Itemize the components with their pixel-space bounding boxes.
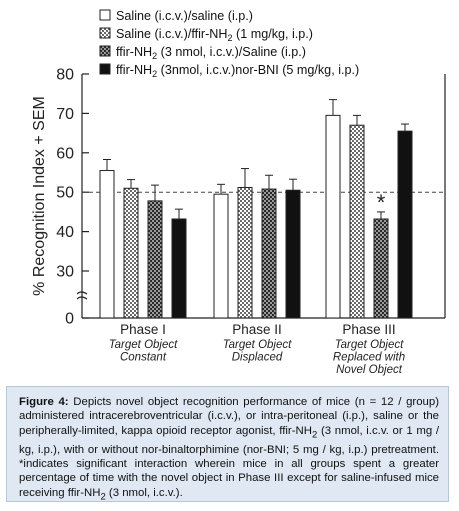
- bar: [147, 200, 163, 319]
- legend-label-part: Saline (i.c.v.)/ffir-NH: [116, 27, 228, 41]
- caption-text-1: Depicts novel object recognition perform…: [19, 396, 439, 437]
- y-tick-label: 50: [56, 185, 74, 202]
- bar: [237, 186, 253, 319]
- caption-text-2: (3 nmol, i.c.v. or 1 mg / kg, i.p.), wit…: [19, 424, 440, 499]
- y-tick-label: 40: [56, 224, 74, 241]
- legend-label-sub: 2: [152, 69, 157, 79]
- bar: [349, 124, 365, 319]
- y-tick-label: 60: [56, 145, 74, 162]
- legend-label-part: Saline (i.c.v.)/saline (i.p.): [116, 9, 253, 23]
- legend-label-part: (3nmol, i.c.v.)nor-BNI (5 mg/kg, i.p.): [157, 63, 359, 77]
- y-tick-label: 0: [65, 311, 74, 328]
- bar: [261, 188, 277, 319]
- legend-label: Saline (i.c.v.)/ffir-NH2 (1 mg/kg, i.p.): [116, 27, 313, 43]
- bar: [325, 114, 341, 319]
- caption-sub-1: 2: [311, 429, 318, 441]
- caption-text-3: (3 nmol, i.c.v.).: [105, 486, 183, 499]
- bar: [373, 218, 389, 319]
- caption-label: Figure 4:: [19, 396, 69, 408]
- caption-sub-2: 2: [100, 491, 106, 502]
- legend-label-part: ffir-NH: [116, 63, 152, 77]
- x-category-sublabel: Target Object: [109, 339, 178, 351]
- y-tick-label: 80: [56, 67, 74, 84]
- bar: [171, 218, 187, 319]
- legend-label-part: (3 nmol, i.c.v.)/Saline (i.p.): [157, 45, 306, 59]
- axes: 0 30 40 50 60 70 80 % Recognition Index + SEM Ph…: [31, 67, 446, 376]
- bar: [213, 193, 229, 319]
- legend: Saline (i.c.v.)/saline (i.p.) Saline (i.c…: [99, 9, 359, 79]
- bars-group: *: [99, 99, 413, 319]
- legend-label-part: (1 mg/kg, i.p.): [233, 27, 313, 41]
- legend-label: Saline (i.c.v.)/saline (i.p.): [116, 9, 253, 23]
- x-category-sublabel: Displaced: [232, 352, 283, 364]
- legend-label-sub: 2: [152, 51, 157, 61]
- x-category-label: Phase II: [232, 322, 282, 337]
- significance-asterisk: *: [377, 190, 386, 215]
- axis-break-mark: [76, 291, 88, 295]
- bar: [397, 130, 413, 319]
- legend-label: ffir-NH2 (3 nmol, i.c.v.)/Saline (i.p.): [116, 45, 306, 61]
- x-category-sublabel: Replaced with: [333, 352, 405, 364]
- y-axis-label: % Recognition Index + SEM: [31, 96, 48, 296]
- x-category-label: Phase I: [120, 322, 166, 337]
- figure-caption: Figure 4: Depicts novel object recogniti…: [6, 386, 449, 502]
- y-tick-label: 30: [56, 264, 74, 281]
- bar: [285, 189, 301, 319]
- bar: [99, 170, 115, 319]
- x-category-label: Phase III: [342, 322, 395, 337]
- legend-label: ffir-NH2 (3nmol, i.c.v.)nor-BNI (5 mg/kg…: [116, 63, 359, 79]
- x-category-sublabel: Constant: [120, 352, 167, 364]
- axis-break-mark: [76, 296, 88, 300]
- legend-label-sub: 2: [228, 33, 233, 43]
- legend-swatch: [99, 63, 111, 75]
- bar: [123, 187, 139, 319]
- legend-swatch: [99, 45, 111, 57]
- y-tick-label: 70: [56, 106, 74, 123]
- x-category-sublabel: Novel Object: [336, 364, 403, 376]
- legend-swatch: [99, 9, 111, 21]
- bar-chart: 0 30 40 50 60 70 80 % Recognition Index + SEM Ph…: [31, 9, 446, 376]
- x-category-sublabel: Target Object: [335, 339, 404, 351]
- x-category-sublabel: Target Object: [223, 339, 292, 351]
- legend-swatch: [99, 27, 111, 39]
- legend-label-part: ffir-NH: [116, 45, 152, 59]
